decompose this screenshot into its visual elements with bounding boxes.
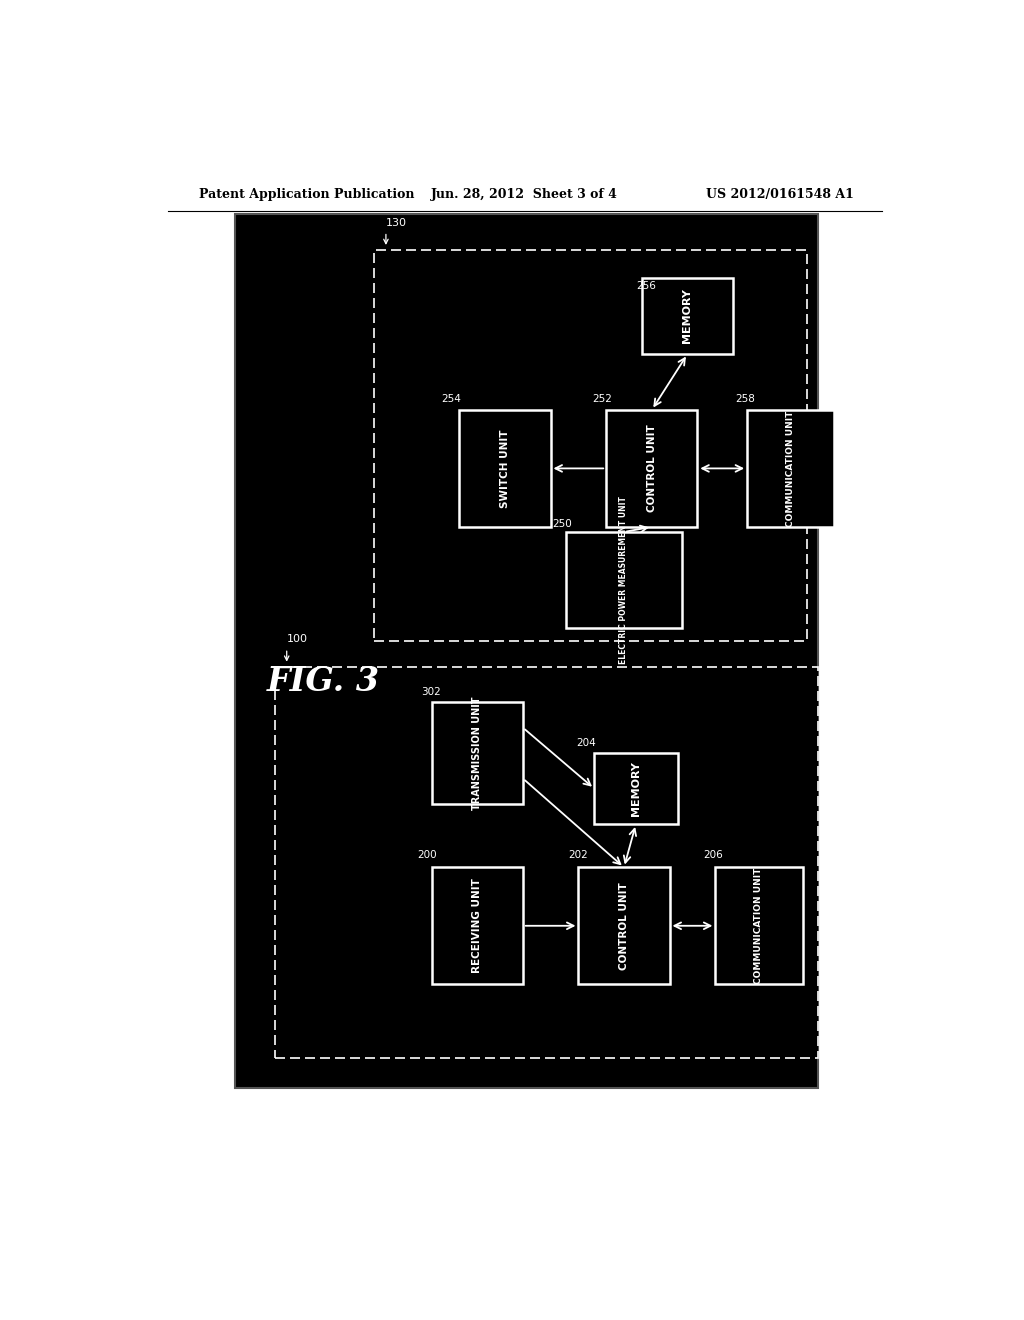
Text: 202: 202 — [568, 850, 588, 859]
Bar — [606, 411, 697, 527]
Bar — [431, 702, 523, 804]
Text: US 2012/0161548 A1: US 2012/0161548 A1 — [707, 189, 854, 202]
Text: FIG. 3: FIG. 3 — [267, 665, 380, 698]
Text: RECEIVING UNIT: RECEIVING UNIT — [472, 878, 482, 973]
Text: COMMUNICATION UNIT: COMMUNICATION UNIT — [755, 867, 764, 983]
Text: MEMORY: MEMORY — [682, 289, 692, 343]
Text: 100: 100 — [287, 634, 308, 644]
Text: 204: 204 — [577, 738, 596, 748]
Text: TRANSMISSION UNIT: TRANSMISSION UNIT — [472, 696, 482, 809]
Text: 250: 250 — [553, 519, 572, 529]
Text: SWITCH UNIT: SWITCH UNIT — [500, 429, 510, 508]
Bar — [746, 411, 835, 527]
Text: 200: 200 — [418, 850, 437, 859]
Text: CONTROL UNIT: CONTROL UNIT — [647, 425, 656, 512]
Text: 258: 258 — [735, 395, 755, 404]
Text: 252: 252 — [592, 395, 612, 404]
Text: Jun. 28, 2012  Sheet 3 of 4: Jun. 28, 2012 Sheet 3 of 4 — [431, 189, 618, 202]
Text: MEMORY: MEMORY — [631, 762, 641, 816]
Text: ELECTRIC POWER MEASUREMENT UNIT: ELECTRIC POWER MEASUREMENT UNIT — [620, 496, 629, 664]
Bar — [566, 532, 682, 628]
Bar — [236, 214, 818, 1089]
Text: CONTROL UNIT: CONTROL UNIT — [618, 882, 629, 970]
Text: Patent Application Publication: Patent Application Publication — [200, 189, 415, 202]
Bar — [460, 411, 551, 527]
Bar — [579, 867, 670, 985]
Text: 206: 206 — [703, 850, 723, 859]
Bar — [642, 277, 733, 354]
Bar — [594, 752, 678, 824]
Bar — [715, 867, 803, 985]
Bar — [431, 867, 523, 985]
Text: COMMUNICATION UNIT: COMMUNICATION UNIT — [786, 411, 796, 527]
Text: 130: 130 — [386, 218, 407, 227]
Text: 254: 254 — [441, 395, 462, 404]
Bar — [274, 667, 818, 1057]
Text: 256: 256 — [636, 281, 655, 290]
Bar — [374, 249, 807, 642]
Text: 302: 302 — [422, 688, 441, 697]
